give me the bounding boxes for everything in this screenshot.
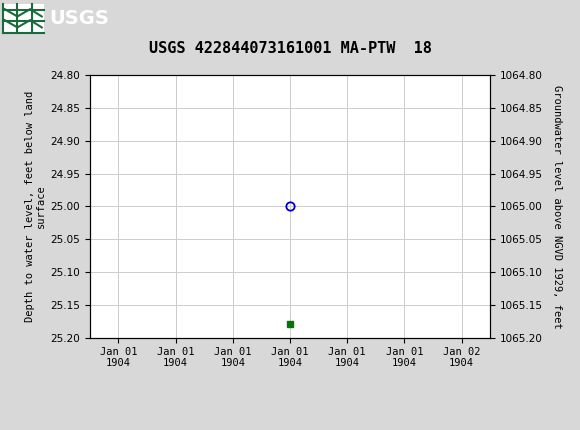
FancyBboxPatch shape	[3, 3, 43, 33]
Y-axis label: Groundwater level above NGVD 1929, feet: Groundwater level above NGVD 1929, feet	[552, 85, 562, 328]
Text: USGS 422844073161001 MA-PTW  18: USGS 422844073161001 MA-PTW 18	[148, 41, 432, 56]
Text: USGS: USGS	[49, 9, 109, 28]
Y-axis label: Depth to water level, feet below land
surface: Depth to water level, feet below land su…	[24, 91, 46, 322]
